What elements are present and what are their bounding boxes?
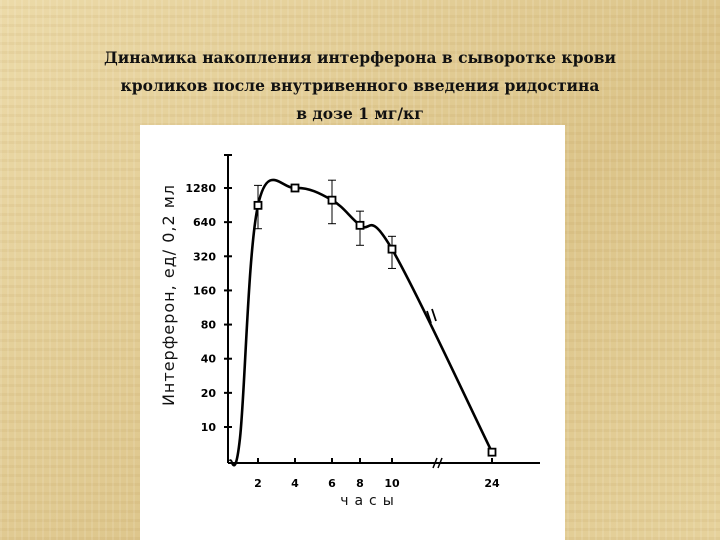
- data-point: [290, 183, 300, 193]
- curve-break-mark: [431, 308, 437, 322]
- data-point: [487, 447, 497, 457]
- y-tick-label: 320: [193, 250, 216, 263]
- series-line: [228, 178, 494, 467]
- data-point: [387, 244, 397, 254]
- data-point: [355, 220, 365, 230]
- x-tick-label: 8: [356, 477, 364, 490]
- y-tick-label: 10: [201, 421, 217, 434]
- x-tick-label: 10: [384, 477, 400, 490]
- x-axis-label: часы: [340, 493, 400, 509]
- data-point: [253, 200, 263, 210]
- y-tick-label: 640: [193, 216, 216, 229]
- y-tick-label: 1280: [185, 182, 216, 195]
- title-line-3: в дозе 1 мг/кг: [296, 104, 424, 123]
- y-tick-label: 160: [193, 284, 216, 297]
- chart-panel: 10 20 40 80 160 320 640 1280 2 4 6 8 10 24 Интерферон…: [140, 125, 565, 540]
- y-tick-label: 80: [201, 319, 217, 332]
- curve-break-mark: [426, 310, 432, 324]
- data-point: [327, 195, 337, 205]
- y-tick-label: 40: [201, 353, 217, 366]
- x-tick-label: 6: [328, 477, 336, 490]
- chart-title: Динамика накопления интерферона в сыворо…: [60, 44, 660, 128]
- title-line-1: Динамика накопления интерферона в сыворо…: [103, 48, 617, 67]
- x-tick-label: 2: [254, 477, 262, 490]
- x-tick-label: 24: [484, 477, 500, 490]
- y-axis-label: Интерферон, ед/ 0,2 мл: [159, 184, 178, 406]
- y-tick-label: 20: [201, 387, 217, 400]
- title-line-2: кроликов после внутривенного введения ри…: [120, 76, 600, 95]
- x-axis-break-mark: [437, 457, 443, 469]
- x-tick-label: 4: [291, 477, 299, 490]
- x-axis-break-mark: [432, 457, 438, 469]
